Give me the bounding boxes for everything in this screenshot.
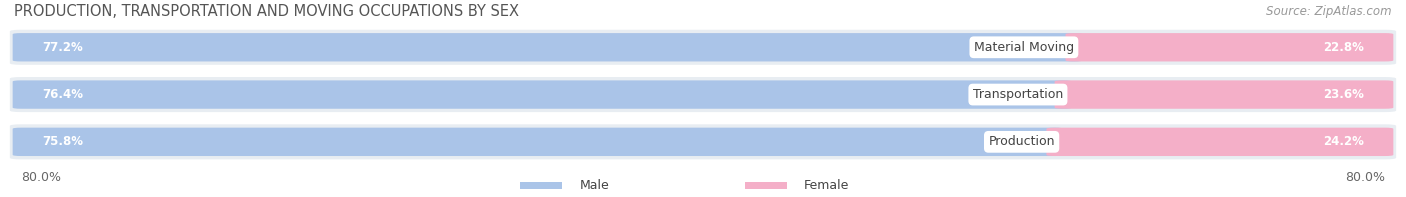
FancyBboxPatch shape [13, 33, 1083, 61]
Text: 80.0%: 80.0% [21, 171, 60, 184]
Text: 23.6%: 23.6% [1323, 88, 1364, 101]
Text: 76.4%: 76.4% [42, 88, 83, 101]
FancyBboxPatch shape [10, 77, 1396, 112]
Text: Material Moving: Material Moving [974, 41, 1074, 54]
Text: 24.2%: 24.2% [1323, 135, 1364, 148]
Text: 77.2%: 77.2% [42, 41, 83, 54]
Text: Source: ZipAtlas.com: Source: ZipAtlas.com [1267, 5, 1392, 18]
Text: Female: Female [804, 179, 849, 192]
FancyBboxPatch shape [10, 30, 1396, 65]
FancyBboxPatch shape [1054, 80, 1393, 109]
FancyBboxPatch shape [520, 182, 562, 189]
Text: 80.0%: 80.0% [1346, 171, 1385, 184]
FancyBboxPatch shape [10, 124, 1396, 159]
FancyBboxPatch shape [745, 182, 787, 189]
FancyBboxPatch shape [13, 80, 1071, 109]
Text: 22.8%: 22.8% [1323, 41, 1364, 54]
FancyBboxPatch shape [1046, 128, 1393, 156]
Text: Male: Male [579, 179, 609, 192]
FancyBboxPatch shape [13, 128, 1063, 156]
Text: 75.8%: 75.8% [42, 135, 83, 148]
Text: PRODUCTION, TRANSPORTATION AND MOVING OCCUPATIONS BY SEX: PRODUCTION, TRANSPORTATION AND MOVING OC… [14, 4, 519, 19]
FancyBboxPatch shape [1066, 33, 1393, 61]
Text: Transportation: Transportation [973, 88, 1063, 101]
Text: Production: Production [988, 135, 1054, 148]
